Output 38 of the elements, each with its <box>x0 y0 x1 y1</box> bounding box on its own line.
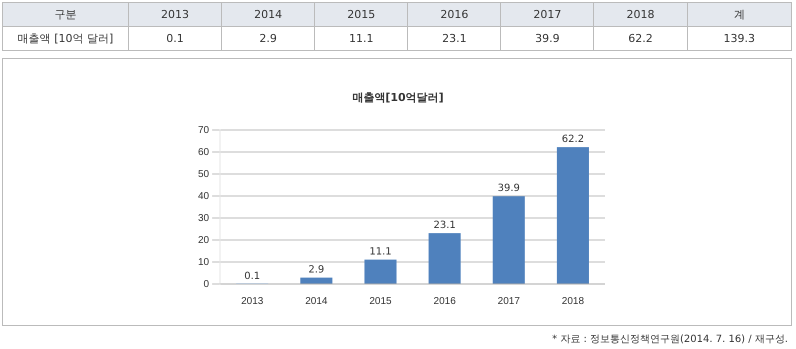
text: 계 <box>687 2 792 26</box>
y-tick-label: 50 <box>198 168 210 180</box>
text: * 자료 : 정보통신정책연구원(2014. 7. 16) / 재구성. <box>552 333 788 346</box>
text: 11.1 <box>314 26 408 50</box>
category-label: 2016 <box>440 8 468 21</box>
text: 39.9 <box>500 26 594 50</box>
data-label: 0.1 <box>244 270 260 282</box>
x-tick-label: 2017 <box>498 296 520 307</box>
y-tick-label: 60 <box>198 146 210 158</box>
data-label: 62.2 <box>562 134 584 146</box>
category-label: 2017 <box>533 8 562 21</box>
data-label: 2.9 <box>308 264 324 276</box>
y-tick-label: 10 <box>198 256 210 268</box>
category-label: 2018 <box>626 8 655 21</box>
x-tick-label: 2014 <box>305 296 328 307</box>
category-label: 2014 <box>254 8 282 21</box>
text: 62.2 <box>594 26 688 50</box>
y-tick-label: 30 <box>198 212 210 224</box>
text: 구분 <box>2 2 128 26</box>
text: 139.3 <box>687 26 792 50</box>
y-tick-label: 70 <box>198 124 210 136</box>
x-tick-label: 2015 <box>369 296 392 307</box>
data-label: 39.9 <box>498 183 520 194</box>
category-label: 2015 <box>347 8 376 21</box>
data-label: 11.1 <box>369 246 392 258</box>
category-label: 2013 <box>161 8 190 21</box>
text: 0.1 <box>128 26 222 50</box>
y-tick-label: 20 <box>198 234 210 246</box>
chart-title: 매출액[10억달러] <box>351 90 445 105</box>
y-tick-label: 40 <box>198 190 210 202</box>
text: 23.1 <box>408 26 501 50</box>
data-label: 23.1 <box>434 220 456 232</box>
y-tick-label: 0 <box>204 278 210 290</box>
x-tick-label: 2018 <box>562 296 584 307</box>
x-tick-label: 2016 <box>434 296 456 307</box>
text: 2.9 <box>222 26 315 50</box>
x-tick-label: 2013 <box>241 296 264 307</box>
text: 매출액 [10억 달러] <box>2 26 128 50</box>
